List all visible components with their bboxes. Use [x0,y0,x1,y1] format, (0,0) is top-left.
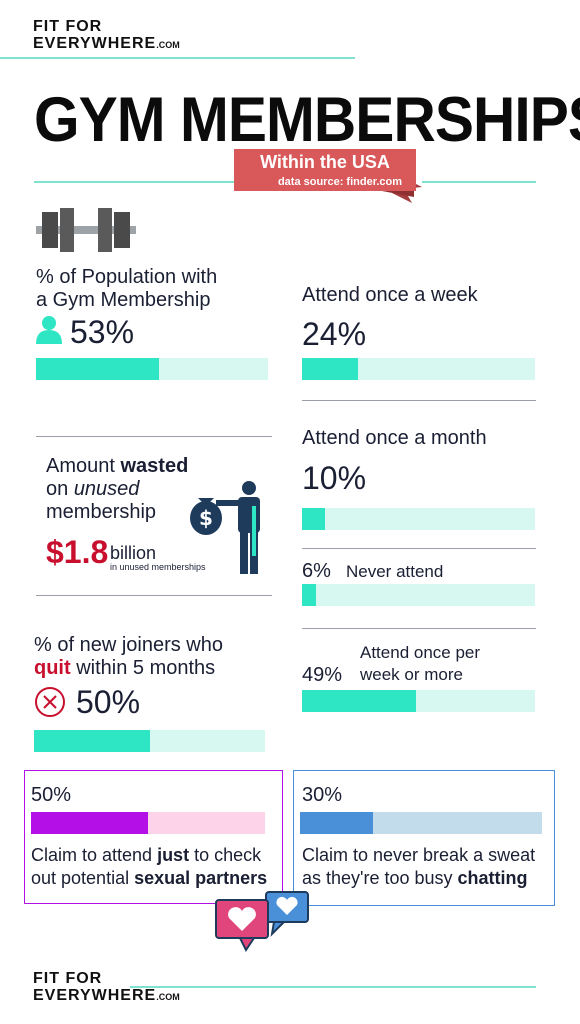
svg-text:$: $ [199,506,213,530]
population-value: 53% [70,314,135,350]
ribbon-title: Within the USA [260,152,390,172]
quit-line-2-rest: within 5 months [70,657,216,679]
sexual-line-1-pre: Claim to attend [31,845,158,865]
wasted-label: Amount wasted on unused membership [46,455,188,524]
weekly-plus-bar [302,690,535,712]
cancel-circle-icon [35,687,65,717]
monthly-bar-fill [302,508,326,530]
brand-line-1: FIT FOR [33,18,103,35]
sexual-line-1-bold: just [157,845,190,865]
wasted-unit: billion [110,543,157,563]
sexual-caption: Claim to attend just to check out potent… [31,844,267,890]
page-title: GYM MEMBERSHIPS [34,85,580,155]
sweat-bar [300,812,542,834]
sweat-line-2-pre: as they're too busy [302,868,458,888]
heart-chat-icon [215,891,309,952]
wasted-sub: in unused memberships [110,562,206,572]
ribbon-source: data source: finder.com [277,176,403,188]
divider [302,628,536,629]
divider [302,400,536,401]
wasted-line-1-pre: Amount [46,455,121,477]
sweat-caption: Claim to never break a sweat as they're … [302,844,535,890]
bottom-divider [130,986,536,988]
never-value: 6% [302,560,331,582]
never-label: Never attend [346,562,444,581]
weekly-plus-label: Attend once per week or more [360,642,480,686]
weekly-plus-value: 49% [302,664,343,686]
title-divider-right [422,181,536,183]
quit-label: % of new joiners who quit within 5 month… [34,634,223,680]
population-bar [36,358,268,380]
divider [302,548,536,549]
weekly-value: 24% [302,316,367,352]
brand-line-2: EVERYWHERE [33,35,157,52]
sexual-partners-card [24,770,283,904]
population-label: % of Population with a Gym Membership [36,266,217,312]
brand-bottom-line-2: EVERYWHERE [33,987,157,1004]
population-bar-fill [36,358,159,380]
weekly-bar [302,358,535,380]
monthly-label: Attend once a month [302,427,487,449]
sexual-value: 50% [31,784,72,806]
title-divider-left [34,181,234,183]
population-label-line-1: % of Population with [36,266,218,288]
wasted-line-3: membership [46,501,157,523]
sexual-line-2-bold: sexual partners [134,868,268,888]
ribbon-icon [234,149,422,203]
sexual-line-1-post: to check [189,845,262,865]
weekly-bar-fill [302,358,358,380]
sweat-card [293,770,555,906]
never-bar [302,584,535,606]
dumbbell-icon [36,208,136,252]
brand-bottom-line-1: FIT FOR [33,970,103,987]
sexual-bar-fill [31,812,148,834]
quit-bar [34,730,265,752]
monthly-bar [302,508,535,530]
sweat-bar-fill [300,812,373,834]
quit-value: 50% [76,684,141,720]
brand-logo-bottom: FIT FOR EVERYWHERE.COM [33,970,180,1006]
quit-line-2-bold: quit [34,657,71,679]
weekly-plus-bar-fill [302,690,417,712]
wasted-amount: $1.8 [46,534,109,570]
brand-suffix: .COM [156,40,180,50]
weekly-plus-line-2: week or more [360,665,463,684]
monthly-value: 10% [302,460,367,496]
money-bag-person-icon: $ [190,481,260,574]
quit-bar-fill [34,730,150,752]
population-label-line-2: a Gym Membership [36,289,211,311]
brand-bottom-suffix: .COM [156,992,180,1002]
weekly-plus-line-1: Attend once per [360,643,481,662]
top-divider [0,57,355,59]
person-icon [36,316,62,344]
sweat-line-1: Claim to never break a sweat [302,845,536,865]
sweat-value: 30% [302,784,343,806]
wasted-line-1-bold: wasted [120,455,189,477]
sexual-line-2-pre: out potential [31,868,135,888]
weekly-label: Attend once a week [302,284,478,306]
wasted-line-2-italic: unused [73,478,140,500]
brand-logo-top: FIT FOR EVERYWHERE.COM [33,18,180,54]
sweat-line-2-bold: chatting [457,868,528,888]
wasted-line-2-pre: on [46,478,74,500]
divider [36,595,272,596]
quit-line-1: % of new joiners who [34,634,223,656]
sexual-bar [31,812,265,834]
never-bar-fill [302,584,316,606]
divider [36,436,272,437]
